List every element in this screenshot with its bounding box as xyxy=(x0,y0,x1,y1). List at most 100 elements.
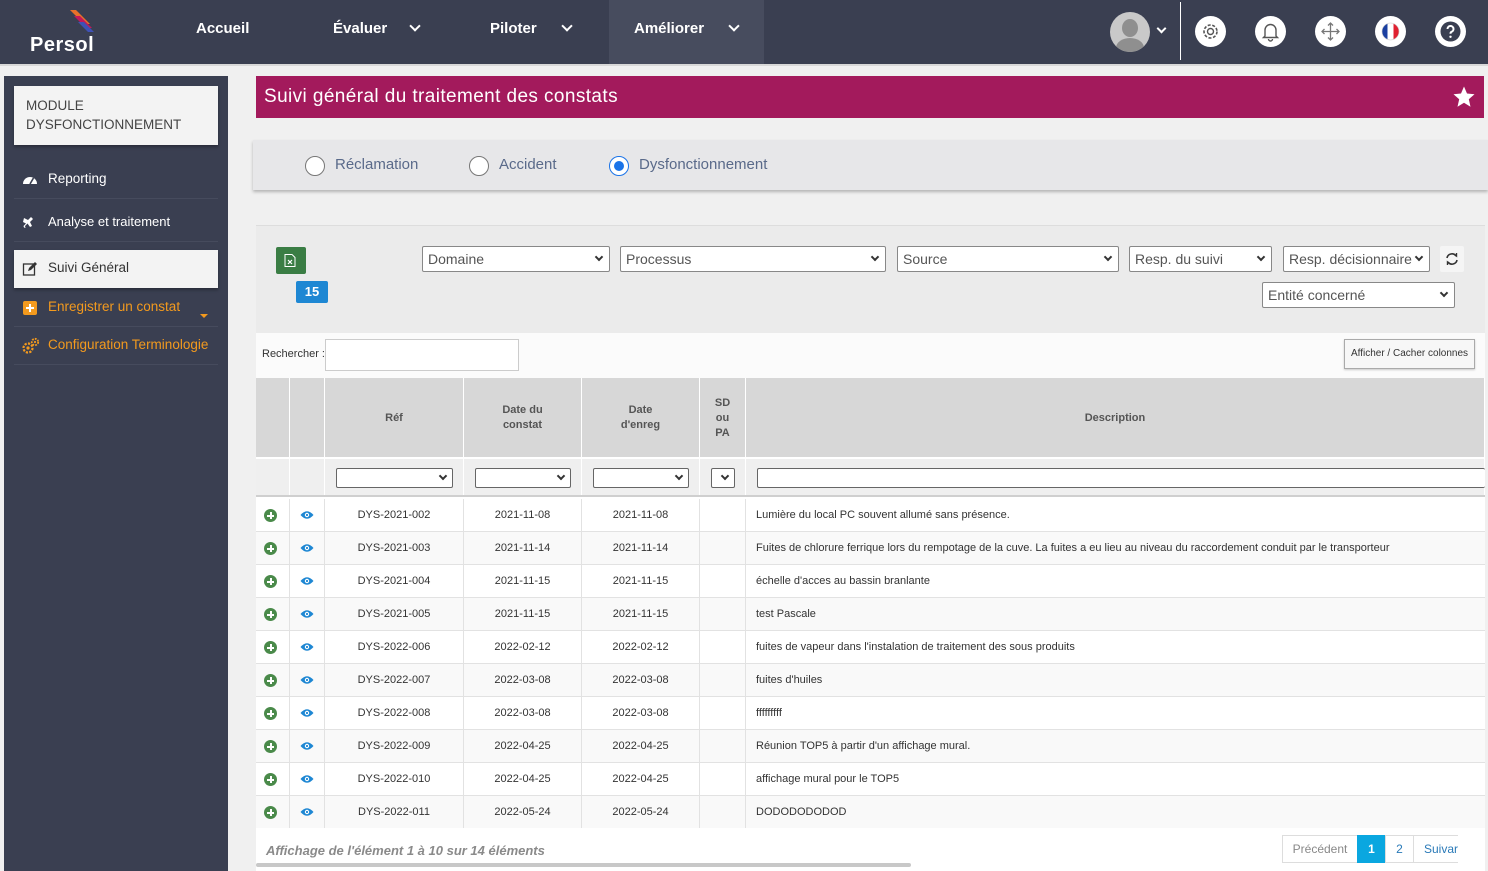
description-cell: Fuites de chlorure ferrique lors du remp… xyxy=(756,542,1390,554)
table-row[interactable]: DYS-2022-007 2022-03-08 2022-03-08 fuites d… xyxy=(256,664,1485,697)
ref-cell: DYS-2021-003 xyxy=(325,532,464,564)
resp-suivi-select[interactable]: Resp. du suivi xyxy=(1129,246,1272,272)
filter-cell xyxy=(256,459,290,495)
date-constat-filter-select[interactable] xyxy=(475,468,571,488)
settings-button[interactable] xyxy=(1195,16,1226,47)
eye-icon[interactable] xyxy=(300,576,314,586)
radio-reclamation[interactable]: Réclamation xyxy=(305,155,418,176)
pagination-next[interactable]: Suivar xyxy=(1413,835,1458,863)
expand-plus-icon[interactable] xyxy=(264,806,277,819)
table-row[interactable]: DYS-2021-003 2021-11-14 2021-11-14 Fuites d… xyxy=(256,532,1485,565)
export-excel-button[interactable] xyxy=(276,247,306,274)
expand-plus-icon[interactable] xyxy=(264,509,277,522)
eye-icon[interactable] xyxy=(300,642,314,652)
view-cell xyxy=(290,697,325,729)
filter-cell xyxy=(325,459,464,495)
resp-decisionnaire-select[interactable]: Resp. décisionnaire xyxy=(1283,246,1430,272)
table-row[interactable]: DYS-2022-010 2022-04-25 2022-04-25 affichag… xyxy=(256,763,1485,796)
sidebar-item-enregistrer[interactable]: Enregistrer un constat xyxy=(14,289,218,327)
pagination-previous[interactable]: Précédent xyxy=(1282,835,1358,863)
gear-icon xyxy=(1203,24,1218,39)
table-row[interactable]: DYS-2021-002 2021-11-08 2021-11-08 Lumière … xyxy=(256,499,1485,532)
th-ref[interactable]: Réf xyxy=(325,378,464,458)
radio-circle[interactable] xyxy=(305,156,325,176)
expand-plus-icon[interactable] xyxy=(264,542,277,555)
nav-evaluer[interactable]: Évaluer xyxy=(333,0,423,64)
refresh-button[interactable] xyxy=(1440,246,1464,272)
expand-plus-icon[interactable] xyxy=(264,773,277,786)
pagination-page-2[interactable]: 2 xyxy=(1385,835,1414,863)
eye-icon[interactable] xyxy=(300,774,314,784)
view-cell xyxy=(290,664,325,696)
chevron-down-icon xyxy=(594,252,604,262)
eye-icon[interactable] xyxy=(300,675,314,685)
date-enreg-cell: 2022-03-08 xyxy=(582,664,700,696)
nav-ameliorer[interactable]: Améliorer xyxy=(634,0,744,64)
user-avatar[interactable] xyxy=(1110,12,1150,52)
date-enreg-filter-select[interactable] xyxy=(593,468,689,488)
move-button[interactable] xyxy=(1315,16,1346,47)
radio-circle-checked[interactable] xyxy=(609,156,629,176)
toggle-columns-button[interactable]: Afficher / Cacher colonnes xyxy=(1344,339,1475,369)
radio-accident[interactable]: Accident xyxy=(469,155,557,176)
search-input[interactable] xyxy=(325,339,519,371)
filter-panel: 15 Domaine Processus Source Resp. du sui… xyxy=(256,225,1485,333)
expand-plus-icon[interactable] xyxy=(264,707,277,720)
nav-piloter[interactable]: Piloter xyxy=(490,0,575,64)
eye-icon[interactable] xyxy=(300,807,314,817)
sidebar-item-analyse[interactable]: Analyse et traitement xyxy=(14,204,218,242)
star-icon[interactable] xyxy=(1452,85,1476,109)
radio-label: Accident xyxy=(499,156,557,173)
sd-pa-filter-select[interactable] xyxy=(711,468,735,488)
ref-filter-select[interactable] xyxy=(336,468,453,488)
pagination-page-1[interactable]: 1 xyxy=(1357,835,1386,863)
search-label: Rechercher : xyxy=(262,348,325,360)
sidebar-item-reporting[interactable]: Reporting xyxy=(14,161,218,199)
sidebar-item-suivi-general[interactable]: Suivi Général xyxy=(14,250,218,288)
eye-icon[interactable] xyxy=(300,708,314,718)
horizontal-scrollbar[interactable] xyxy=(256,863,911,867)
chevron-down-icon[interactable] xyxy=(1156,23,1167,34)
expand-plus-icon[interactable] xyxy=(264,608,277,621)
processus-select[interactable]: Processus xyxy=(620,246,886,272)
ref-cell: DYS-2022-007 xyxy=(325,664,464,696)
nav-accueil[interactable]: Accueil xyxy=(196,0,249,64)
expand-plus-icon[interactable] xyxy=(264,674,277,687)
th-sd-pa[interactable]: SD ou PA xyxy=(700,378,746,458)
help-button[interactable] xyxy=(1435,16,1466,47)
caret-down-icon[interactable] xyxy=(200,314,208,318)
domaine-select-value: Domaine xyxy=(428,251,485,267)
th-date-enreg[interactable]: Date d'enreg xyxy=(582,378,700,458)
radio-dysfonctionnement[interactable]: Dysfonctionnement xyxy=(609,155,767,176)
source-select[interactable]: Source xyxy=(897,246,1119,272)
language-button[interactable] xyxy=(1375,16,1406,47)
description-filter-input[interactable] xyxy=(757,468,1485,488)
domaine-select[interactable]: Domaine xyxy=(422,246,610,272)
expand-plus-icon[interactable] xyxy=(264,740,277,753)
table-row[interactable]: DYS-2022-011 2022-05-24 2022-05-24 DODODODO… xyxy=(256,796,1485,829)
sidebar-item-label: Suivi Général xyxy=(48,260,130,275)
plus-square-icon xyxy=(23,301,37,315)
eye-icon[interactable] xyxy=(300,543,314,553)
date-enreg-cell: 2022-02-12 xyxy=(582,631,700,663)
table-row[interactable]: DYS-2022-009 2022-04-25 2022-04-25 Réunion … xyxy=(256,730,1485,763)
eye-icon[interactable] xyxy=(300,741,314,751)
expand-plus-icon[interactable] xyxy=(264,575,277,588)
eye-icon[interactable] xyxy=(300,609,314,619)
sidebar-item-configuration[interactable]: Configuration Terminologie xyxy=(14,327,218,365)
persol-logo[interactable]: Persol xyxy=(28,8,108,58)
expand-plus-icon[interactable] xyxy=(264,641,277,654)
notifications-button[interactable] xyxy=(1255,16,1286,47)
description-cell: DODODODODOD xyxy=(756,806,847,818)
th-date-constat[interactable]: Date du constat xyxy=(464,378,582,458)
table-row[interactable]: DYS-2021-005 2021-11-15 2021-11-15 test Pas… xyxy=(256,598,1485,631)
avatar-head xyxy=(1122,19,1138,37)
table-row[interactable]: DYS-2022-006 2022-02-12 2022-02-12 fuites d… xyxy=(256,631,1485,664)
entite-select[interactable]: Entité concerné xyxy=(1262,282,1455,308)
table-row[interactable]: DYS-2022-008 2022-03-08 2022-03-08 ffffffff… xyxy=(256,697,1485,730)
table-row[interactable]: DYS-2021-004 2021-11-15 2021-11-15 échelle … xyxy=(256,565,1485,598)
eye-icon[interactable] xyxy=(300,510,314,520)
th-description[interactable]: Description xyxy=(746,378,1485,458)
french-flag-icon xyxy=(1381,22,1400,41)
radio-circle[interactable] xyxy=(469,156,489,176)
